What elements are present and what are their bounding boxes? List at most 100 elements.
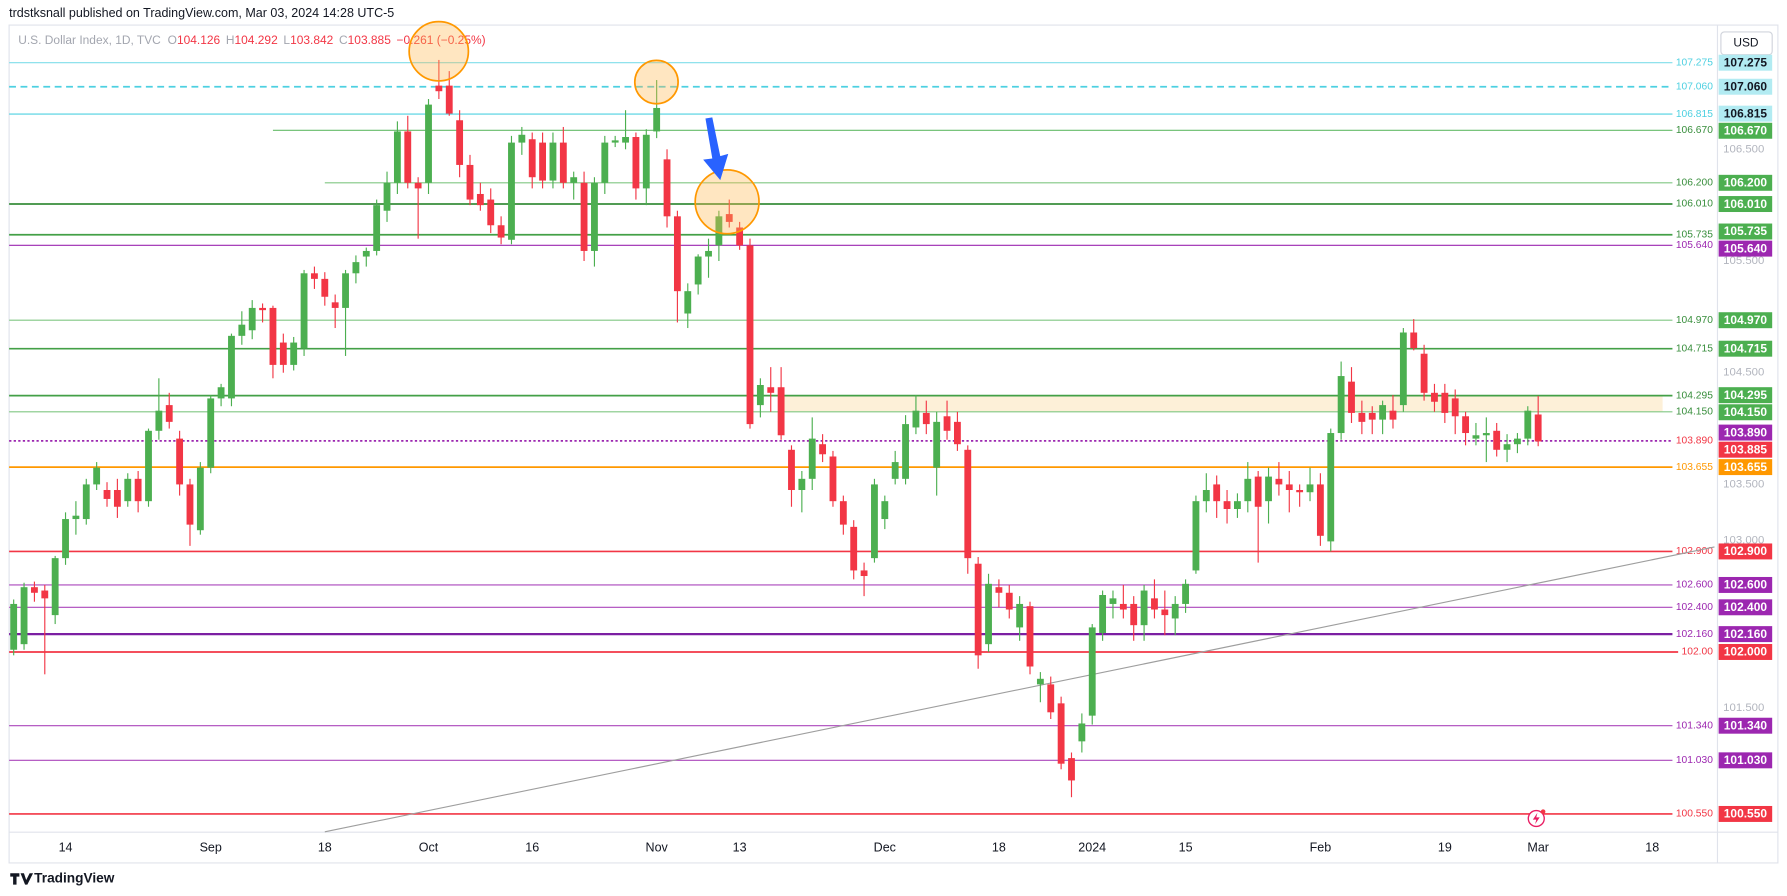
level-label: 102.160 — [1676, 629, 1713, 640]
candle-body — [902, 424, 909, 479]
candle-body — [1431, 392, 1438, 402]
legend-open-label: O — [168, 33, 177, 47]
level-label: 106.010 — [1676, 199, 1713, 210]
candle-body — [964, 449, 972, 559]
plot-area: 107.275 107.060 106.815 106.670 106.200 106.0… — [9, 57, 1715, 833]
level-label: 103.890 — [1676, 436, 1713, 447]
candle-body — [871, 484, 878, 559]
candle-body — [1119, 603, 1127, 610]
candle-body — [1244, 478, 1252, 502]
candle-body — [145, 430, 152, 502]
candle-body — [41, 590, 49, 599]
y-tick-label: 104.500 — [1723, 367, 1764, 379]
candle-body — [653, 107, 661, 132]
zone — [781, 395, 1663, 412]
candle-body — [165, 405, 173, 422]
candle-body — [1254, 476, 1262, 507]
candle-body — [1410, 332, 1418, 349]
candle-body — [1285, 484, 1293, 491]
candle-body — [839, 501, 847, 525]
price-tag — [1718, 752, 1773, 769]
highlight-circle — [694, 168, 760, 235]
candle-body — [715, 216, 723, 246]
candle-body — [777, 387, 785, 436]
candle-body — [124, 478, 132, 502]
candle-body — [767, 387, 775, 393]
candle-body — [663, 159, 671, 217]
candle-body — [113, 490, 121, 507]
candle-body — [82, 484, 90, 520]
candle-body — [321, 278, 329, 297]
candle-body — [819, 444, 827, 455]
candle-body — [1379, 405, 1387, 420]
candle-body — [1493, 430, 1501, 450]
level-label: 106.670 — [1676, 125, 1713, 136]
price-tag — [1718, 424, 1773, 441]
x-tick-label: Nov — [646, 840, 669, 854]
highlight-circle — [633, 59, 679, 105]
candle-body — [1316, 484, 1324, 536]
candle-body — [1109, 598, 1117, 604]
highlight-circle — [408, 20, 470, 82]
candle-body — [829, 456, 837, 502]
candle-body — [72, 515, 80, 520]
level-label: 102.00 — [1682, 647, 1714, 658]
price-tag — [1718, 340, 1773, 357]
level-label: 104.150 — [1676, 407, 1713, 418]
candle-body — [881, 501, 889, 520]
candle-body — [518, 134, 526, 143]
candle-body — [1306, 484, 1314, 493]
x-tick-label: 13 — [733, 840, 747, 854]
brand: TradingView — [34, 871, 115, 886]
level-label: 104.715 — [1676, 343, 1713, 354]
candle-body — [10, 603, 18, 650]
currency[interactable]: USD — [1733, 35, 1759, 49]
candle-body — [290, 342, 298, 365]
candle-body — [1275, 478, 1283, 485]
candle-body — [508, 142, 515, 240]
level-label: 101.030 — [1676, 755, 1713, 766]
x-tick-label: Mar — [1527, 840, 1549, 854]
candle-body — [1099, 595, 1107, 633]
candle-body — [1057, 703, 1065, 764]
price-tag — [1718, 240, 1773, 257]
price-tag — [1718, 105, 1773, 122]
candle-body — [1223, 501, 1231, 509]
candle-body — [1358, 412, 1366, 422]
price-tag-label: 103.890 — [1724, 425, 1768, 439]
candle-body — [456, 120, 464, 165]
candle-body — [176, 438, 184, 485]
candle-body — [736, 227, 744, 246]
candle-body — [20, 587, 28, 645]
price-tag — [1718, 599, 1773, 616]
price-tag-label: 102.600 — [1724, 578, 1768, 592]
x-tick-label: 19 — [1438, 840, 1452, 854]
candle-body — [414, 182, 422, 189]
level-label: 100.550 — [1676, 809, 1713, 820]
level-label: 102.600 — [1676, 580, 1713, 591]
candle-body — [497, 225, 505, 238]
candle-body — [300, 273, 308, 349]
candle-body — [673, 216, 681, 292]
y-tick-label: 106.500 — [1723, 143, 1764, 155]
candle-body — [1192, 501, 1200, 571]
price-tag-label: 101.030 — [1724, 753, 1768, 767]
candle-body — [860, 570, 868, 577]
x-tick-label: 18 — [318, 840, 332, 854]
candle-body — [487, 199, 495, 226]
candle-body — [694, 256, 702, 285]
price-tag — [1718, 174, 1773, 191]
level-label: 106.200 — [1676, 178, 1713, 189]
candle-body — [1482, 433, 1490, 436]
price-tag — [1718, 543, 1773, 560]
event-dot — [1540, 809, 1546, 814]
legend-low: 103.842 — [290, 33, 334, 47]
candle-body — [311, 273, 318, 279]
currency-box[interactable] — [1720, 31, 1773, 56]
candle-body — [155, 410, 163, 431]
price-tag-label: 106.670 — [1724, 123, 1768, 137]
candle-body — [1140, 590, 1148, 626]
